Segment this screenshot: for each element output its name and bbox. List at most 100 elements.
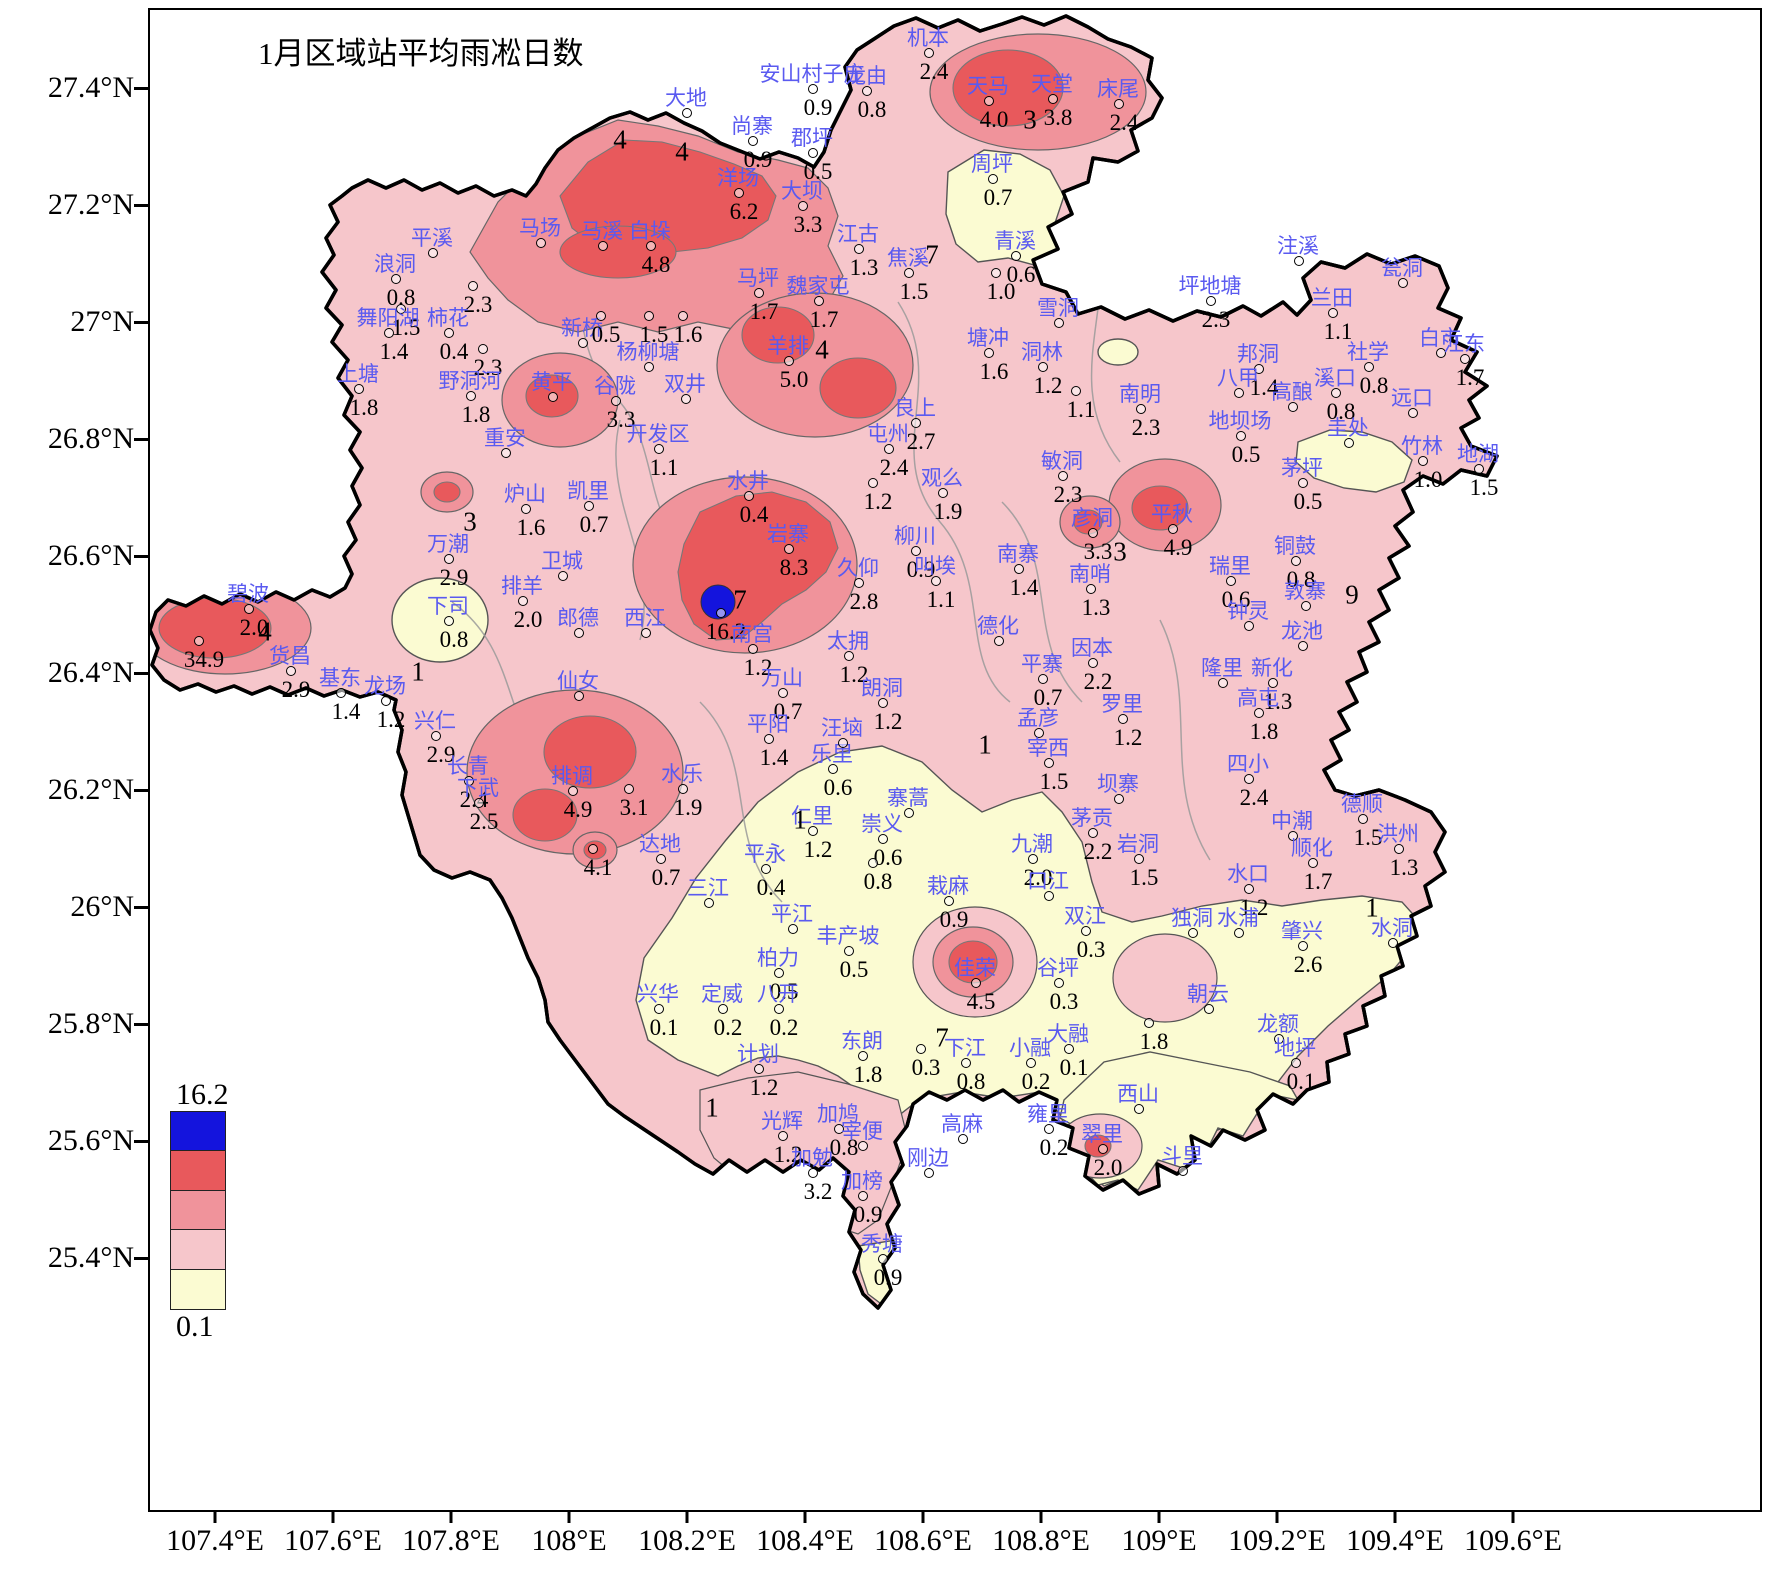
station-name: 铜鼓 [1274, 535, 1316, 558]
station-value: 0.3 [1076, 937, 1106, 962]
station-value: 2.3 [473, 355, 503, 380]
station-name: 天堂 [1031, 73, 1073, 96]
station-name: 新桥 [561, 317, 603, 340]
station-value: 1.3 [849, 255, 879, 280]
contour-line-label: 9 [1345, 579, 1359, 610]
contour-region [543, 715, 637, 789]
station-value: 3.3 [793, 212, 823, 237]
station-value: 2.0 [1023, 865, 1053, 890]
station-marker [878, 698, 888, 708]
station-value: 0.9 [853, 1202, 883, 1227]
station-marker [704, 898, 714, 908]
station-value: 0.8 [956, 1069, 986, 1094]
station-value: 0.8 [1359, 373, 1389, 398]
station-name: 水浦 [1217, 907, 1259, 930]
station-value: 1.2 [743, 655, 773, 680]
station-marker [984, 96, 994, 106]
station-marker [584, 501, 594, 511]
station-value: 0.9 [743, 147, 773, 172]
station-name: 床尾 [1097, 78, 1139, 101]
station-value: 0.2 [769, 1015, 799, 1040]
station-name: 上塘 [337, 363, 379, 386]
station-name: 茅贡 [1071, 807, 1113, 830]
contour-line-label: 1 [793, 804, 807, 835]
region-outline [150, 14, 1499, 1310]
station-name: 隆里 [1201, 657, 1243, 680]
station-name: 翠里 [1081, 1123, 1123, 1146]
station-marker [1011, 251, 1021, 261]
contour-region [433, 481, 461, 503]
station-value: 6.2 [729, 199, 759, 224]
station-marker [778, 1131, 788, 1141]
station-name: 顺化 [1291, 837, 1333, 860]
station-name: 谷坪 [1037, 957, 1079, 980]
station-value: 1.2 [803, 837, 833, 862]
station-name: 兴华 [637, 983, 679, 1006]
station-marker [838, 738, 848, 748]
station-value: 0.3 [1049, 989, 1079, 1014]
legend-colorbar [170, 1110, 229, 1311]
station-marker [396, 304, 406, 314]
station-name: 佳荣 [954, 957, 996, 980]
station-value: 2.4 [1109, 110, 1139, 135]
station-name: 四小 [1227, 753, 1269, 776]
station-marker [991, 268, 1001, 278]
station-name: 柿花 [427, 307, 469, 330]
station-marker [808, 148, 818, 158]
station-name: 平寨 [1021, 653, 1063, 676]
station-name: 邦洞 [1237, 343, 1279, 366]
contour-line-label: 1 [1365, 892, 1379, 923]
station-name: 洞林 [1021, 341, 1063, 364]
station-marker [1254, 708, 1264, 718]
y-tick-label: 26.2°N [47, 773, 134, 806]
station-name: 彦洞 [1071, 507, 1113, 530]
station-value: 0.4 [739, 502, 769, 527]
station-marker [568, 786, 578, 796]
station-name: 竹林 [1401, 435, 1443, 458]
x-tick-label: 107.8°E [402, 1524, 500, 1557]
station-value: 2.6 [1293, 952, 1323, 977]
station-name: 良上 [894, 397, 936, 420]
station-value: 4.5 [966, 989, 996, 1014]
station-name: 开发区 [626, 423, 690, 446]
station-marker [1288, 831, 1298, 841]
station-marker [598, 241, 608, 251]
station-marker [354, 384, 364, 394]
station-marker [391, 274, 401, 284]
station-name: 仙女 [557, 670, 599, 693]
station-marker [748, 136, 758, 146]
station-marker [808, 84, 818, 94]
station-value: 1.5 [1129, 865, 1159, 890]
station-marker [784, 544, 794, 554]
station-value: 3.3 [1083, 539, 1113, 564]
x-tick-label: 108.2°E [638, 1524, 736, 1557]
station-name: 水口 [1227, 863, 1269, 886]
contour-region [1295, 429, 1413, 493]
station-name: 仁里 [791, 805, 833, 828]
station-marker [624, 784, 634, 794]
station-value: 0.9 [803, 95, 833, 120]
station-marker [754, 1064, 764, 1074]
station-marker [1328, 308, 1338, 318]
station-marker [1048, 94, 1058, 104]
station-name: 朝云 [1187, 983, 1229, 1006]
station-name: 龙池 [1281, 620, 1323, 643]
x-tick-label: 108.6°E [874, 1524, 972, 1557]
x-tick-mark [1511, 1510, 1515, 1523]
station-name: 远口 [1391, 387, 1433, 410]
y-tick-mark [134, 906, 148, 909]
station-value: 0.1 [1059, 1055, 1089, 1080]
x-tick-label: 107.4°E [166, 1524, 264, 1557]
station-marker [854, 578, 864, 588]
station-name: 碧波 [227, 583, 269, 606]
station-marker [1294, 256, 1304, 266]
station-name: 敏洞 [1041, 450, 1083, 473]
station-name: 青溪 [994, 230, 1036, 253]
station-name: 龙由 [845, 65, 887, 88]
x-tick-mark [921, 1510, 925, 1523]
station-value: 1.4 [759, 745, 789, 770]
contour-line-label: 3 [463, 506, 477, 537]
station-value: 1.7 [1455, 365, 1485, 390]
station-value: 0.2 [1021, 1069, 1051, 1094]
station-name: 三江 [687, 877, 729, 900]
